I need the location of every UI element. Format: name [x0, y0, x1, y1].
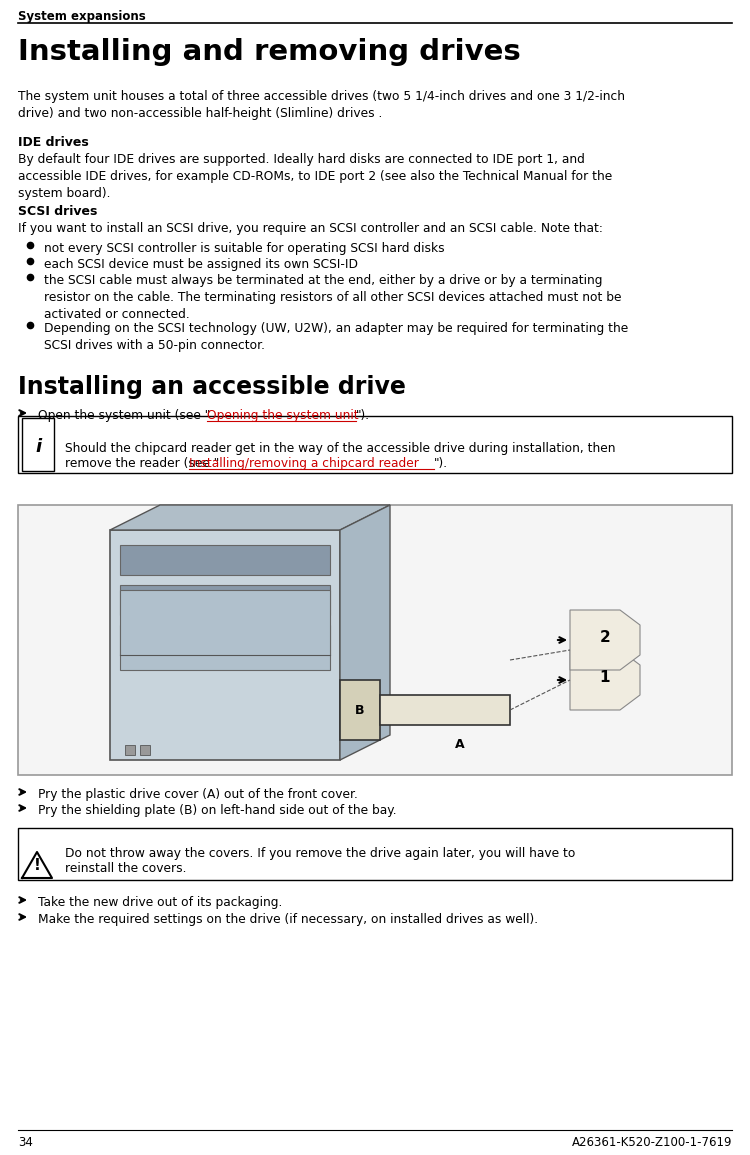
- Text: ").: ").: [356, 409, 370, 422]
- Text: ").: ").: [434, 457, 448, 470]
- Text: A26361-K520-Z100-1-7619: A26361-K520-Z100-1-7619: [572, 1137, 732, 1149]
- Text: Pry the plastic drive cover (A) out of the front cover.: Pry the plastic drive cover (A) out of t…: [38, 788, 358, 802]
- Text: 2: 2: [600, 631, 610, 646]
- Text: !: !: [34, 858, 40, 873]
- Polygon shape: [380, 695, 510, 725]
- Text: i: i: [35, 438, 41, 456]
- Text: not every SCSI controller is suitable for operating SCSI hard disks: not every SCSI controller is suitable fo…: [44, 243, 445, 255]
- Bar: [120, 584, 330, 614]
- Polygon shape: [110, 505, 390, 530]
- Text: Opening the system unit: Opening the system unit: [207, 409, 358, 422]
- Text: Installing an accessible drive: Installing an accessible drive: [18, 375, 406, 398]
- Bar: [125, 745, 135, 755]
- Text: Pry the shielding plate (B) on left-hand side out of the bay.: Pry the shielding plate (B) on left-hand…: [38, 804, 397, 817]
- FancyBboxPatch shape: [22, 418, 54, 471]
- Text: remove the reader (see ": remove the reader (see ": [65, 457, 219, 470]
- Text: each SCSI device must be assigned its own SCSI-ID: each SCSI device must be assigned its ow…: [44, 258, 358, 271]
- Text: The system unit houses a total of three accessible drives (two 5 1/4-inch drives: The system unit houses a total of three …: [18, 90, 625, 120]
- Polygon shape: [340, 505, 390, 760]
- Text: System expansions: System expansions: [18, 10, 146, 23]
- Polygon shape: [570, 610, 640, 670]
- Text: If you want to install an SCSI drive, you require an SCSI controller and an SCSI: If you want to install an SCSI drive, yo…: [18, 222, 603, 234]
- Text: Installing and removing drives: Installing and removing drives: [18, 38, 520, 66]
- Text: Make the required settings on the drive (if necessary, on installed drives as we: Make the required settings on the drive …: [38, 912, 538, 926]
- Bar: [120, 625, 330, 655]
- Polygon shape: [22, 852, 52, 878]
- Bar: [140, 745, 150, 755]
- FancyBboxPatch shape: [18, 416, 732, 474]
- Text: 1: 1: [600, 671, 610, 686]
- Text: Take the new drive out of its packaging.: Take the new drive out of its packaging.: [38, 896, 282, 909]
- FancyBboxPatch shape: [18, 505, 732, 775]
- Text: the SCSI cable must always be terminated at the end, either by a drive or by a t: the SCSI cable must always be terminated…: [44, 274, 622, 321]
- Bar: [120, 545, 330, 575]
- Text: SCSI drives: SCSI drives: [18, 204, 98, 218]
- Text: A: A: [455, 738, 465, 752]
- Polygon shape: [570, 650, 640, 710]
- Text: reinstall the covers.: reinstall the covers.: [65, 862, 187, 875]
- Text: Installing/removing a chipcard reader: Installing/removing a chipcard reader: [189, 457, 418, 470]
- Text: Depending on the SCSI technology (UW, U2W), an adapter may be required for termi: Depending on the SCSI technology (UW, U2…: [44, 322, 628, 352]
- Text: B: B: [356, 703, 364, 716]
- Text: Open the system unit (see ": Open the system unit (see ": [38, 409, 210, 422]
- Bar: [120, 590, 330, 670]
- Text: IDE drives: IDE drives: [18, 136, 88, 149]
- Text: Should the chipcard reader get in the way of the accessible drive during install: Should the chipcard reader get in the wa…: [65, 442, 616, 455]
- FancyBboxPatch shape: [18, 828, 732, 880]
- Polygon shape: [340, 680, 380, 740]
- Polygon shape: [110, 530, 340, 760]
- Text: 34: 34: [18, 1137, 33, 1149]
- Text: By default four IDE drives are supported. Ideally hard disks are connected to ID: By default four IDE drives are supported…: [18, 152, 612, 200]
- Text: Do not throw away the covers. If you remove the drive again later, you will have: Do not throw away the covers. If you rem…: [65, 847, 575, 860]
